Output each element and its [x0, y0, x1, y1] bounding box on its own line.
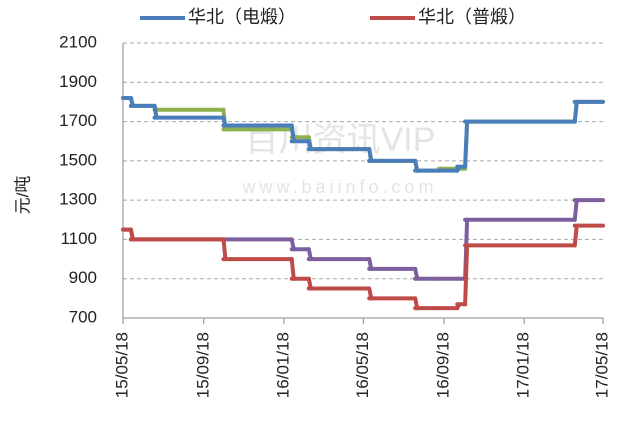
line-step	[463, 119, 470, 169]
y-axis-label: 元/吨	[13, 176, 32, 215]
x-tick-label: 16/09/18	[434, 332, 453, 398]
legend-label: 华北（电煅）	[188, 7, 296, 27]
y-tick-label: 1300	[59, 190, 97, 209]
x-tick-label: 16/05/18	[353, 332, 372, 398]
x-tick-label: 15/09/18	[193, 332, 212, 398]
line-step	[221, 237, 228, 262]
y-tick-label: 700	[69, 307, 97, 326]
x-tick-label: 17/05/18	[592, 332, 611, 398]
y-tick-label: 2100	[59, 32, 97, 51]
line-step	[289, 257, 296, 281]
x-tick-label: 17/01/18	[514, 332, 533, 398]
y-tick-label: 1700	[59, 111, 97, 130]
line-step	[572, 198, 579, 222]
line-step	[572, 99, 579, 124]
watermark: www.baiinfo.com	[241, 177, 437, 197]
line-step	[289, 123, 296, 144]
line-step	[463, 243, 470, 307]
y-tick-label: 1100	[60, 229, 97, 248]
y-tick-label: 1500	[59, 150, 97, 169]
y-tick-label: 1900	[59, 72, 97, 91]
x-tick-label: 15/05/18	[112, 332, 131, 398]
y-tick-label: 900	[69, 268, 97, 287]
x-tick-label: 16/01/18	[273, 332, 292, 398]
legend-label: 华北（普煅）	[418, 7, 526, 27]
line-step	[572, 223, 579, 248]
